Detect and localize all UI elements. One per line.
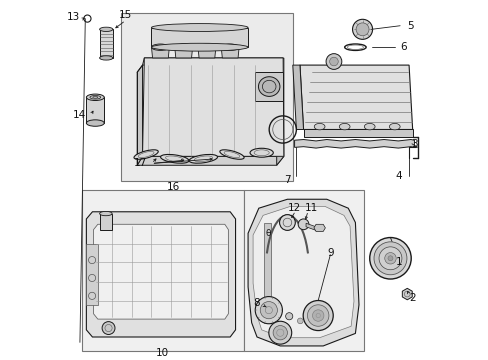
Ellipse shape	[314, 123, 325, 130]
Circle shape	[369, 238, 410, 279]
Circle shape	[273, 325, 287, 340]
Ellipse shape	[249, 148, 273, 157]
Text: 5: 5	[407, 21, 413, 31]
Text: 15: 15	[119, 10, 132, 20]
Ellipse shape	[220, 150, 244, 159]
Circle shape	[279, 215, 295, 230]
Text: 10: 10	[155, 348, 168, 358]
Ellipse shape	[258, 77, 279, 96]
Bar	[121, 13, 292, 181]
Text: 16: 16	[166, 182, 179, 192]
Circle shape	[303, 301, 332, 330]
Circle shape	[307, 305, 328, 326]
Polygon shape	[276, 58, 283, 165]
Text: 14: 14	[72, 110, 86, 120]
Polygon shape	[137, 156, 283, 165]
Polygon shape	[294, 140, 414, 148]
Ellipse shape	[100, 211, 112, 216]
Text: 11: 11	[305, 203, 318, 213]
Polygon shape	[86, 212, 235, 337]
Ellipse shape	[174, 44, 192, 50]
Circle shape	[325, 54, 341, 69]
Circle shape	[352, 19, 372, 39]
Circle shape	[387, 256, 392, 261]
Polygon shape	[100, 213, 112, 230]
Polygon shape	[142, 58, 283, 65]
Polygon shape	[174, 47, 192, 58]
Ellipse shape	[189, 154, 217, 163]
Circle shape	[378, 247, 401, 270]
Ellipse shape	[221, 44, 239, 50]
Circle shape	[102, 321, 115, 334]
Polygon shape	[253, 206, 353, 338]
Circle shape	[268, 321, 291, 344]
Ellipse shape	[151, 43, 247, 51]
Polygon shape	[93, 224, 228, 319]
Ellipse shape	[134, 150, 158, 159]
Ellipse shape	[151, 44, 169, 50]
Ellipse shape	[388, 123, 399, 130]
Polygon shape	[221, 47, 239, 58]
Ellipse shape	[198, 44, 215, 50]
Bar	[81, 190, 244, 351]
Ellipse shape	[100, 27, 113, 31]
Polygon shape	[299, 65, 412, 130]
Polygon shape	[313, 224, 325, 231]
Polygon shape	[198, 47, 215, 58]
Circle shape	[329, 57, 338, 66]
Text: 13: 13	[67, 12, 80, 22]
Text: 2: 2	[408, 293, 415, 303]
Text: 9: 9	[326, 248, 333, 258]
Ellipse shape	[151, 24, 247, 31]
Text: 17: 17	[134, 158, 147, 168]
Bar	[244, 190, 364, 351]
Text: 8: 8	[253, 298, 260, 308]
Polygon shape	[86, 97, 104, 123]
Circle shape	[355, 23, 368, 36]
Polygon shape	[137, 65, 142, 165]
Polygon shape	[142, 58, 283, 156]
Ellipse shape	[100, 56, 113, 60]
Text: 1: 1	[395, 257, 402, 267]
Polygon shape	[305, 223, 315, 230]
Text: θ: θ	[265, 229, 271, 238]
Ellipse shape	[339, 123, 349, 130]
Polygon shape	[402, 288, 411, 300]
Circle shape	[373, 242, 406, 275]
Polygon shape	[151, 27, 247, 47]
Polygon shape	[255, 72, 283, 101]
Polygon shape	[264, 222, 271, 323]
Circle shape	[255, 297, 282, 324]
Text: 12: 12	[287, 203, 301, 213]
Circle shape	[285, 313, 292, 320]
Circle shape	[298, 219, 308, 230]
Circle shape	[297, 318, 303, 324]
Ellipse shape	[160, 154, 188, 163]
Circle shape	[312, 310, 323, 321]
Polygon shape	[247, 199, 358, 346]
Ellipse shape	[86, 94, 104, 100]
Polygon shape	[292, 65, 303, 130]
Circle shape	[260, 302, 277, 319]
Text: 7: 7	[284, 175, 290, 185]
Text: 4: 4	[394, 171, 401, 181]
Polygon shape	[100, 29, 113, 58]
Polygon shape	[86, 244, 98, 305]
Ellipse shape	[86, 120, 104, 126]
Ellipse shape	[364, 123, 374, 130]
Text: 3: 3	[410, 139, 417, 149]
Text: 6: 6	[400, 42, 406, 52]
Polygon shape	[303, 130, 412, 137]
Polygon shape	[151, 47, 169, 58]
Circle shape	[384, 253, 395, 264]
